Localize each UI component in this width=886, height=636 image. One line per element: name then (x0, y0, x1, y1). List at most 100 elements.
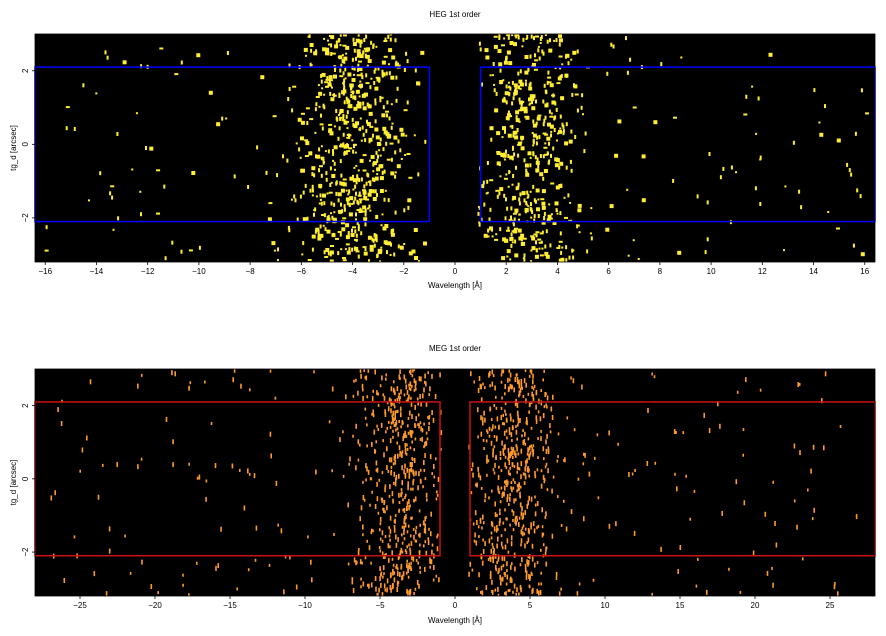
meg-event-mark (506, 561, 508, 567)
heg-event-mark (332, 151, 335, 156)
heg-event-mark (535, 248, 538, 253)
meg-event-mark (89, 379, 92, 385)
heg-x-axis-label: Wavelength [Å] (428, 281, 482, 290)
heg-event-mark (373, 233, 376, 237)
heg-event-mark (512, 145, 514, 150)
heg-event-mark (388, 48, 393, 53)
meg-event-mark (516, 437, 518, 441)
meg-event-mark (497, 593, 500, 596)
heg-event-mark (313, 212, 315, 217)
heg-event-mark (339, 143, 344, 148)
heg-event-mark (533, 198, 536, 203)
meg-event-mark (232, 377, 234, 383)
meg-event-mark (364, 407, 367, 411)
heg-event-mark (386, 158, 391, 161)
meg-event-mark (392, 410, 394, 416)
meg-event-mark (387, 470, 390, 473)
heg-event-mark (333, 93, 336, 98)
meg-event-mark (813, 507, 815, 513)
meg-event-mark (514, 516, 517, 520)
meg-event-mark (396, 427, 399, 431)
heg-event-mark (372, 238, 375, 243)
heg-event-mark (520, 141, 523, 144)
meg-event-mark (516, 515, 518, 519)
meg-event-mark (512, 590, 514, 594)
heg-event-mark (362, 190, 367, 195)
meg-event-mark (525, 398, 527, 404)
heg-event-mark (353, 48, 356, 53)
meg-event-mark (540, 429, 542, 433)
heg-event-mark (374, 127, 379, 132)
meg-event-mark (417, 485, 419, 491)
heg-event-mark (542, 51, 545, 56)
heg-event-mark (576, 49, 579, 54)
meg-event-mark (519, 485, 522, 489)
meg-event-mark (371, 441, 373, 447)
heg-event-mark (322, 224, 325, 227)
heg-event-mark (549, 38, 551, 43)
heg-event-mark (514, 135, 519, 140)
meg-event-mark (537, 410, 540, 414)
meg-event-mark (651, 372, 653, 376)
heg-event-mark (357, 224, 360, 229)
meg-event-mark (389, 425, 392, 429)
heg-event-mark (324, 256, 329, 258)
meg-event-mark (486, 473, 488, 477)
heg-event-mark (554, 101, 557, 106)
meg-event-mark (518, 390, 521, 396)
meg-event-mark (284, 555, 287, 559)
meg-event-mark (404, 522, 407, 528)
heg-event-mark (353, 166, 356, 169)
meg-event-mark (310, 559, 312, 565)
heg-event-mark (508, 61, 513, 66)
heg-event-mark (338, 126, 341, 131)
heg-event-mark (351, 65, 354, 70)
meg-event-mark (519, 387, 522, 393)
meg-event-mark (406, 530, 409, 534)
heg-event-mark (331, 215, 334, 220)
meg-event-mark (772, 582, 774, 588)
meg-event-mark (478, 376, 481, 381)
heg-event-mark (365, 181, 368, 186)
meg-event-mark (511, 562, 513, 566)
meg-event-mark (433, 484, 435, 487)
heg-event-mark (538, 247, 541, 250)
heg-event-mark (405, 51, 408, 56)
meg-event-mark (508, 503, 510, 506)
meg-event-mark (220, 526, 222, 532)
meg-event-mark (489, 557, 492, 562)
heg-event-mark (547, 122, 551, 127)
meg-event-mark (495, 456, 497, 460)
heg-event-mark (388, 63, 390, 66)
meg-event-mark (478, 535, 480, 539)
meg-event-mark (535, 404, 537, 410)
meg-event-mark (545, 392, 547, 396)
heg-event-mark (360, 231, 363, 236)
meg-event-mark (594, 456, 596, 460)
heg-event-mark (362, 189, 366, 192)
meg-event-mark (481, 416, 484, 422)
heg-event-mark (355, 178, 358, 181)
heg-event-mark (290, 198, 293, 201)
meg-event-mark (368, 583, 370, 589)
heg-event-mark (541, 230, 544, 233)
meg-event-mark (253, 473, 256, 479)
heg-event-mark (625, 36, 627, 41)
meg-event-mark (532, 394, 535, 400)
heg-event-mark (361, 125, 364, 130)
heg-event-mark (342, 113, 345, 118)
meg-event-mark (397, 453, 399, 459)
meg-event-mark (521, 531, 524, 537)
heg-event-mark (548, 48, 553, 53)
meg-event-mark (413, 458, 416, 463)
heg-event-mark (331, 233, 336, 238)
meg-event-mark (545, 449, 548, 454)
heg-event-mark (302, 241, 305, 246)
meg-event-mark (512, 519, 514, 522)
meg-event-mark (403, 374, 406, 380)
heg-event-mark (836, 227, 840, 230)
heg-event-mark (505, 149, 507, 154)
heg-event-mark (309, 188, 312, 193)
heg-event-mark (366, 122, 371, 126)
heg-event-mark (522, 237, 527, 240)
